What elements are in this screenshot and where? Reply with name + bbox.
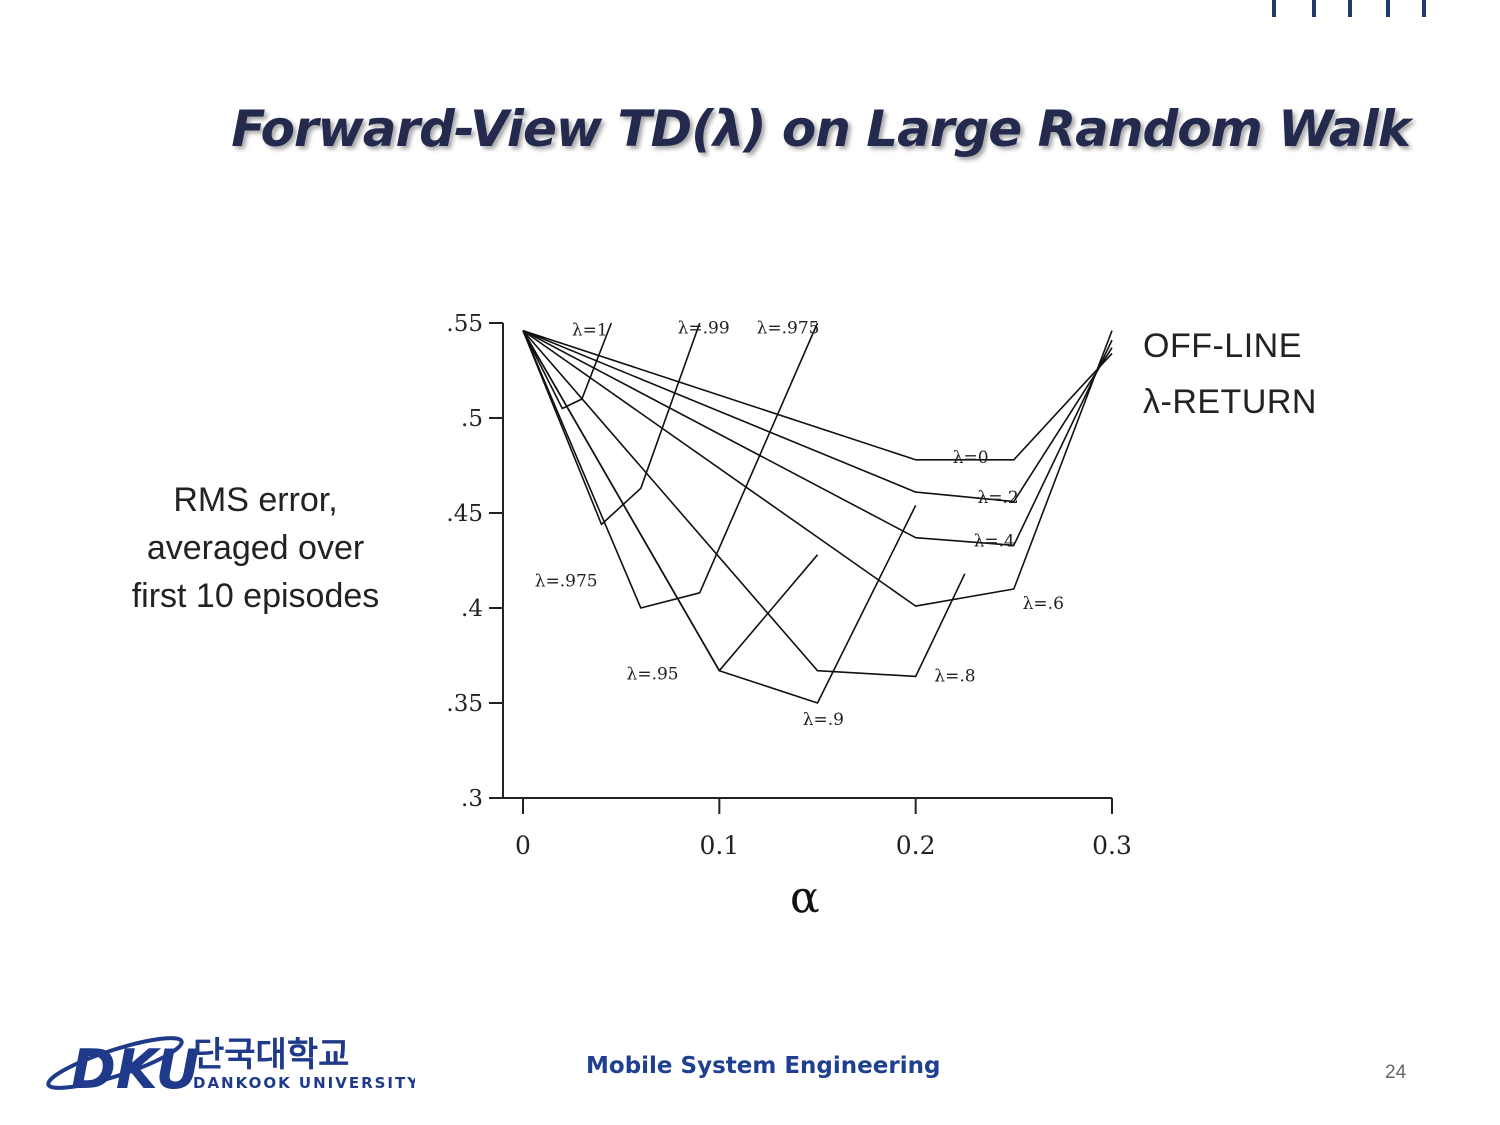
y-axis-label-line: RMS error, (173, 481, 338, 519)
x-axis-label: α (790, 872, 820, 923)
y-tick-label: .3 (461, 786, 483, 812)
y-axis-label-line: first 10 episodes (131, 577, 380, 615)
curve-label: λ=.975 (535, 571, 598, 591)
series-line (522, 322, 613, 410)
x-tick-label: 0.2 (896, 831, 936, 860)
curve-label: λ=.99 (678, 319, 730, 339)
y-axis-label: RMS error, averaged over first 10 episod… (98, 476, 413, 620)
y-axis-label-line: averaged over (146, 529, 365, 567)
y-tick-label: .35 (446, 691, 483, 717)
curve-label: λ=.8 (934, 666, 975, 686)
legend-title-line: λ-RETURN (1143, 383, 1317, 421)
curve-label: λ=.975 (757, 319, 820, 339)
dankook-university-logo: DKU 단국대학교 DANKOOK UNIVERSITY (46, 1035, 415, 1100)
series-line (522, 329, 1113, 461)
series-line (522, 330, 917, 704)
series-line (522, 322, 701, 526)
logo-mark-text: DKU (71, 1038, 200, 1100)
curve-label: λ=0 (953, 448, 989, 468)
curve-label: λ=.95 (627, 665, 679, 685)
y-tick-label: .5 (461, 406, 483, 432)
x-tick-label: 0.1 (699, 831, 739, 860)
y-tick-label: .4 (461, 596, 483, 622)
curve-label: λ=.4 (974, 532, 1015, 552)
slide-title: Forward-View TD(λ) on Large Random Walk (231, 100, 1411, 158)
curve-label: λ=.2 (978, 488, 1019, 508)
y-tick-label: .55 (446, 311, 483, 337)
page-number: 24 (1385, 1062, 1407, 1083)
top-decoration (1268, 0, 1438, 20)
series-line (522, 330, 966, 678)
series-line (522, 322, 819, 609)
x-tick-label: 0 (515, 831, 531, 860)
series-line (522, 330, 819, 672)
x-tick-label: 0.3 (1092, 831, 1132, 860)
footer-course-title: Mobile System Engineering (586, 1053, 941, 1079)
series-line (522, 329, 1113, 503)
curve-label: λ=.9 (803, 710, 844, 730)
series-line (522, 329, 1113, 547)
logo-korean-text: 단국대학교 (193, 1035, 349, 1075)
rms-error-chart: .3 .35 .4 .45 .5 .55 0 0.1 0.2 0.3 λ=1 λ=.99 λ=.975 λ… (446, 311, 1132, 860)
curve-label: λ=.6 (1023, 594, 1064, 614)
curve-label: λ=1 (572, 321, 608, 341)
logo-english-text: DANKOOK UNIVERSITY (193, 1074, 415, 1092)
chart-legend-title: OFF-LINE λ-RETURN (1143, 318, 1317, 430)
y-tick-label: .45 (446, 501, 483, 527)
series-line (522, 329, 1113, 607)
legend-title-line: OFF-LINE (1143, 327, 1302, 365)
